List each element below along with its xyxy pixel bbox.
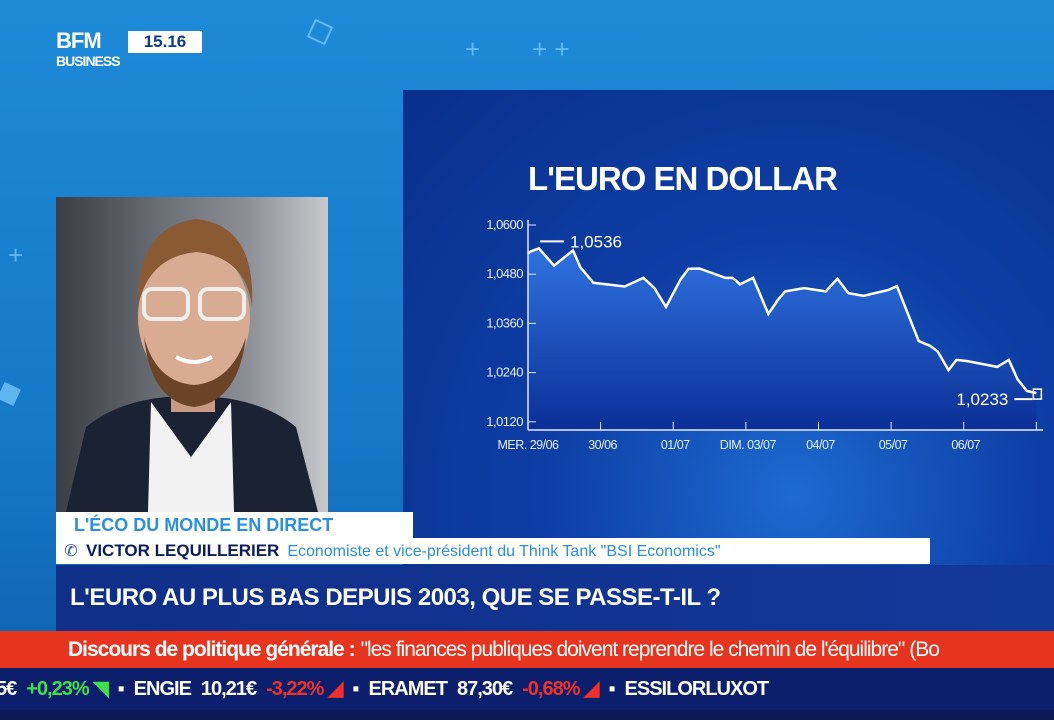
stock-price: 5€ [0,678,17,700]
stock-name: ESSILORLUXOT [624,678,770,700]
news-topic: Discours de politique générale : [68,638,356,661]
news-text: "les finances publiques doivent reprendr… [360,638,940,661]
y-tick-label: 1,0600 [486,217,523,232]
stock-ticker: 5€ +0,23% ◥ ▪ ENGIE 10,21€ -3,22% ◢ ▪ ERAMET 87,… [0,668,1054,710]
chart-area [528,248,1037,430]
headline: L'EURO AU PLUS BAS DEPUIS 2003, QUE SE P… [56,565,1054,631]
x-tick-label: 04/07 [806,438,835,452]
guest-name: VICTOR LEQUILLERIER [86,541,280,560]
stock-name: ENGIE [133,678,192,700]
stock-price: 87,30€ [456,678,513,700]
program-label: L'ÉCO DU MONDE EN DIRECT [56,512,413,538]
guest-role: Economiste et vice-président du Think Ta… [287,543,721,560]
euro-dollar-chart: 1,0600 1,0480 1,0360 1,0240 1,0120 MER. 29/06… [486,217,1043,452]
plus-decoration-icon: + [8,240,24,270]
guest-caption: ✆ VICTOR LEQUILLERIER Economiste et vice-p… [56,538,930,564]
ticker-separator: ▪ [117,678,125,700]
plus-decoration-icon: + [465,34,481,64]
y-tick-label: 1,0240 [486,365,523,380]
guest-video [56,197,328,512]
x-tick-label: 06/07 [951,438,980,452]
last-label: 1,0233 [956,390,1008,409]
stock-name: ERAMET [368,678,448,700]
square-decoration-icon [0,382,21,406]
bfm-business-logo: BFM BUSINESS [56,28,121,70]
x-tick-label: 05/07 [879,438,908,452]
last-marker [1032,388,1043,400]
stock-change: +0,23% ◥ [26,678,108,700]
y-tick-label: 1,0480 [486,266,523,281]
guest-portrait [66,219,318,512]
ticker-separator: ▪ [352,678,359,700]
plus-decoration-icon: + + [532,34,570,64]
stock-price: 10,21€ [200,678,257,700]
phone-icon: ✆ [64,543,78,560]
chart-title: L'EURO EN DOLLAR [528,160,838,197]
stock-change: -3,22% ◢ [266,678,343,700]
square-decoration-icon [306,18,334,46]
x-tick-label: 30/06 [588,438,617,452]
bottom-bar [0,710,1054,720]
ticker-separator: ▪ [608,678,615,700]
chart-line [527,246,1037,395]
news-ticker: Discours de politique générale : "les fin… [0,631,1054,668]
stock-change: -0,68% ◢ [522,678,599,700]
y-tick-label: 1,0120 [486,414,523,429]
x-tick-label: MER. 29/06 [497,438,559,452]
clock: 15.16 [128,31,202,53]
x-tick-label: DIM. 03/07 [720,438,777,452]
y-tick-label: 1,0360 [486,315,523,330]
high-label: 1,0536 [570,232,622,251]
x-tick-label: 01/07 [661,438,690,452]
